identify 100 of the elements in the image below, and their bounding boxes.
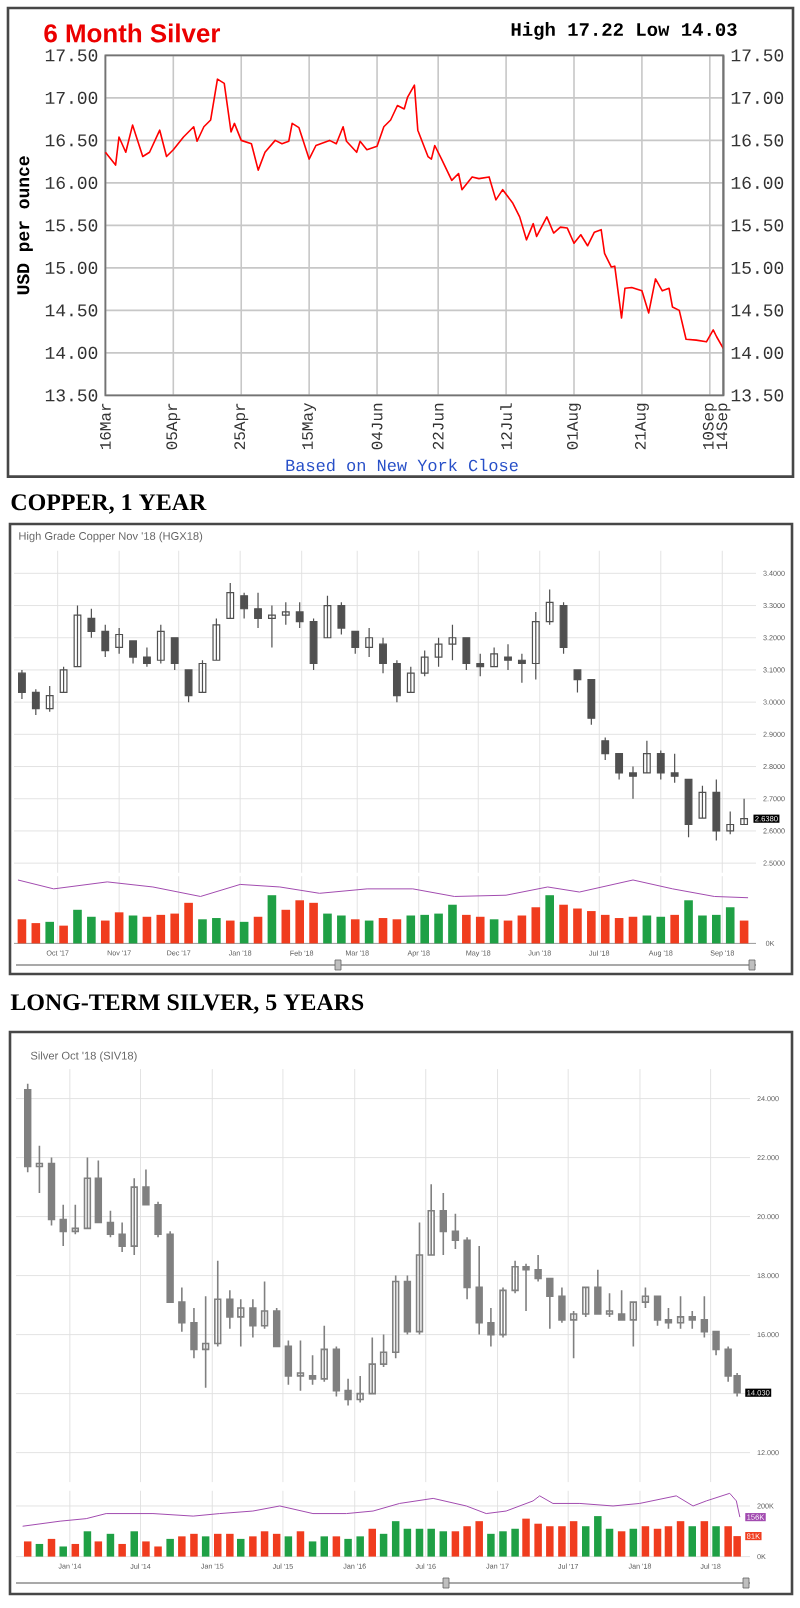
bar [628,916,638,944]
candlestick [427,1183,435,1256]
bar [475,916,485,944]
candlestick [240,592,249,620]
candlestick [308,1354,317,1386]
bar [517,915,527,944]
candlestick [281,601,290,626]
bar [378,918,388,944]
candlestick [392,659,401,703]
candlestick [499,1286,507,1339]
candlestick [594,1268,602,1315]
candlestick [130,1177,138,1256]
bar [344,1538,352,1557]
y-tick-label: 15.50 [45,219,98,232]
bar [100,920,110,944]
candlestick [87,608,96,639]
bar [226,1533,234,1557]
candlestick [365,627,374,658]
candlestick [309,617,318,671]
bar [489,919,499,944]
bar [617,1531,626,1557]
candlestick [688,1310,696,1330]
candlestick [653,1295,662,1327]
bar [154,1546,162,1557]
bar [475,1521,483,1557]
bar [350,919,360,944]
bar [653,1528,662,1557]
bar [71,1543,80,1557]
bar [594,1516,602,1557]
candlestick [641,1286,650,1309]
bar [420,914,429,944]
bar [462,914,471,944]
candlestick [323,595,332,639]
bar [739,920,749,944]
bar [684,900,693,944]
bar [688,1526,697,1557]
candlestick [573,669,582,694]
y-tick-label: 17.00 [45,91,98,104]
candlestick [698,785,707,819]
candlestick [656,749,665,781]
bar [391,1521,400,1557]
chart-title: COPPER, 1 YEAR [11,494,207,514]
bar [534,1523,542,1557]
candlestick [142,646,151,668]
candlestick [558,1286,566,1324]
bar [23,1541,32,1557]
candlestick [517,653,526,684]
bar [281,909,291,944]
candlestick [670,753,679,784]
candlestick [726,811,735,835]
bar [87,916,96,944]
bar [106,1533,115,1557]
bar [531,907,541,944]
bar [260,1531,269,1557]
candlestick [601,736,610,761]
bar [448,904,457,944]
bar [59,1546,67,1557]
bar [320,1536,329,1557]
candlestick [368,1336,376,1395]
y-tick-label: 14.00 [45,346,98,359]
candlestick [115,627,124,655]
candlestick [71,1204,80,1236]
y-axis-title: USD per ounce [17,156,33,295]
candlestick [129,640,137,665]
candlestick [462,637,471,671]
candlestick [59,666,68,694]
bar [130,1531,138,1557]
bar [337,915,346,944]
bar [295,900,304,944]
candlestick [18,669,26,700]
bar [142,1541,150,1557]
candlestick [504,643,512,671]
candlestick [166,1230,174,1303]
bar [170,913,180,944]
line-series [104,78,725,350]
candlestick [296,1339,305,1392]
bar [332,1536,341,1557]
bar [128,915,138,944]
candlestick [142,1168,150,1206]
bar [700,1521,709,1557]
candlestick [295,601,304,629]
bar [656,916,666,944]
bar [569,1521,578,1557]
bar [178,1536,186,1557]
bar [267,895,277,944]
bar [642,915,652,944]
candlestick [712,1330,720,1357]
bar [392,919,402,944]
candlestick [351,630,360,655]
bar [670,914,679,944]
candlestick [434,637,443,668]
bar [83,1531,92,1557]
candlestick [676,1295,685,1330]
bar [641,1526,650,1557]
candlestick [201,1295,210,1389]
candlestick [642,740,651,774]
candlestick [254,592,262,629]
bar [364,920,374,944]
candlestick [546,1277,554,1330]
bar [451,1531,460,1557]
